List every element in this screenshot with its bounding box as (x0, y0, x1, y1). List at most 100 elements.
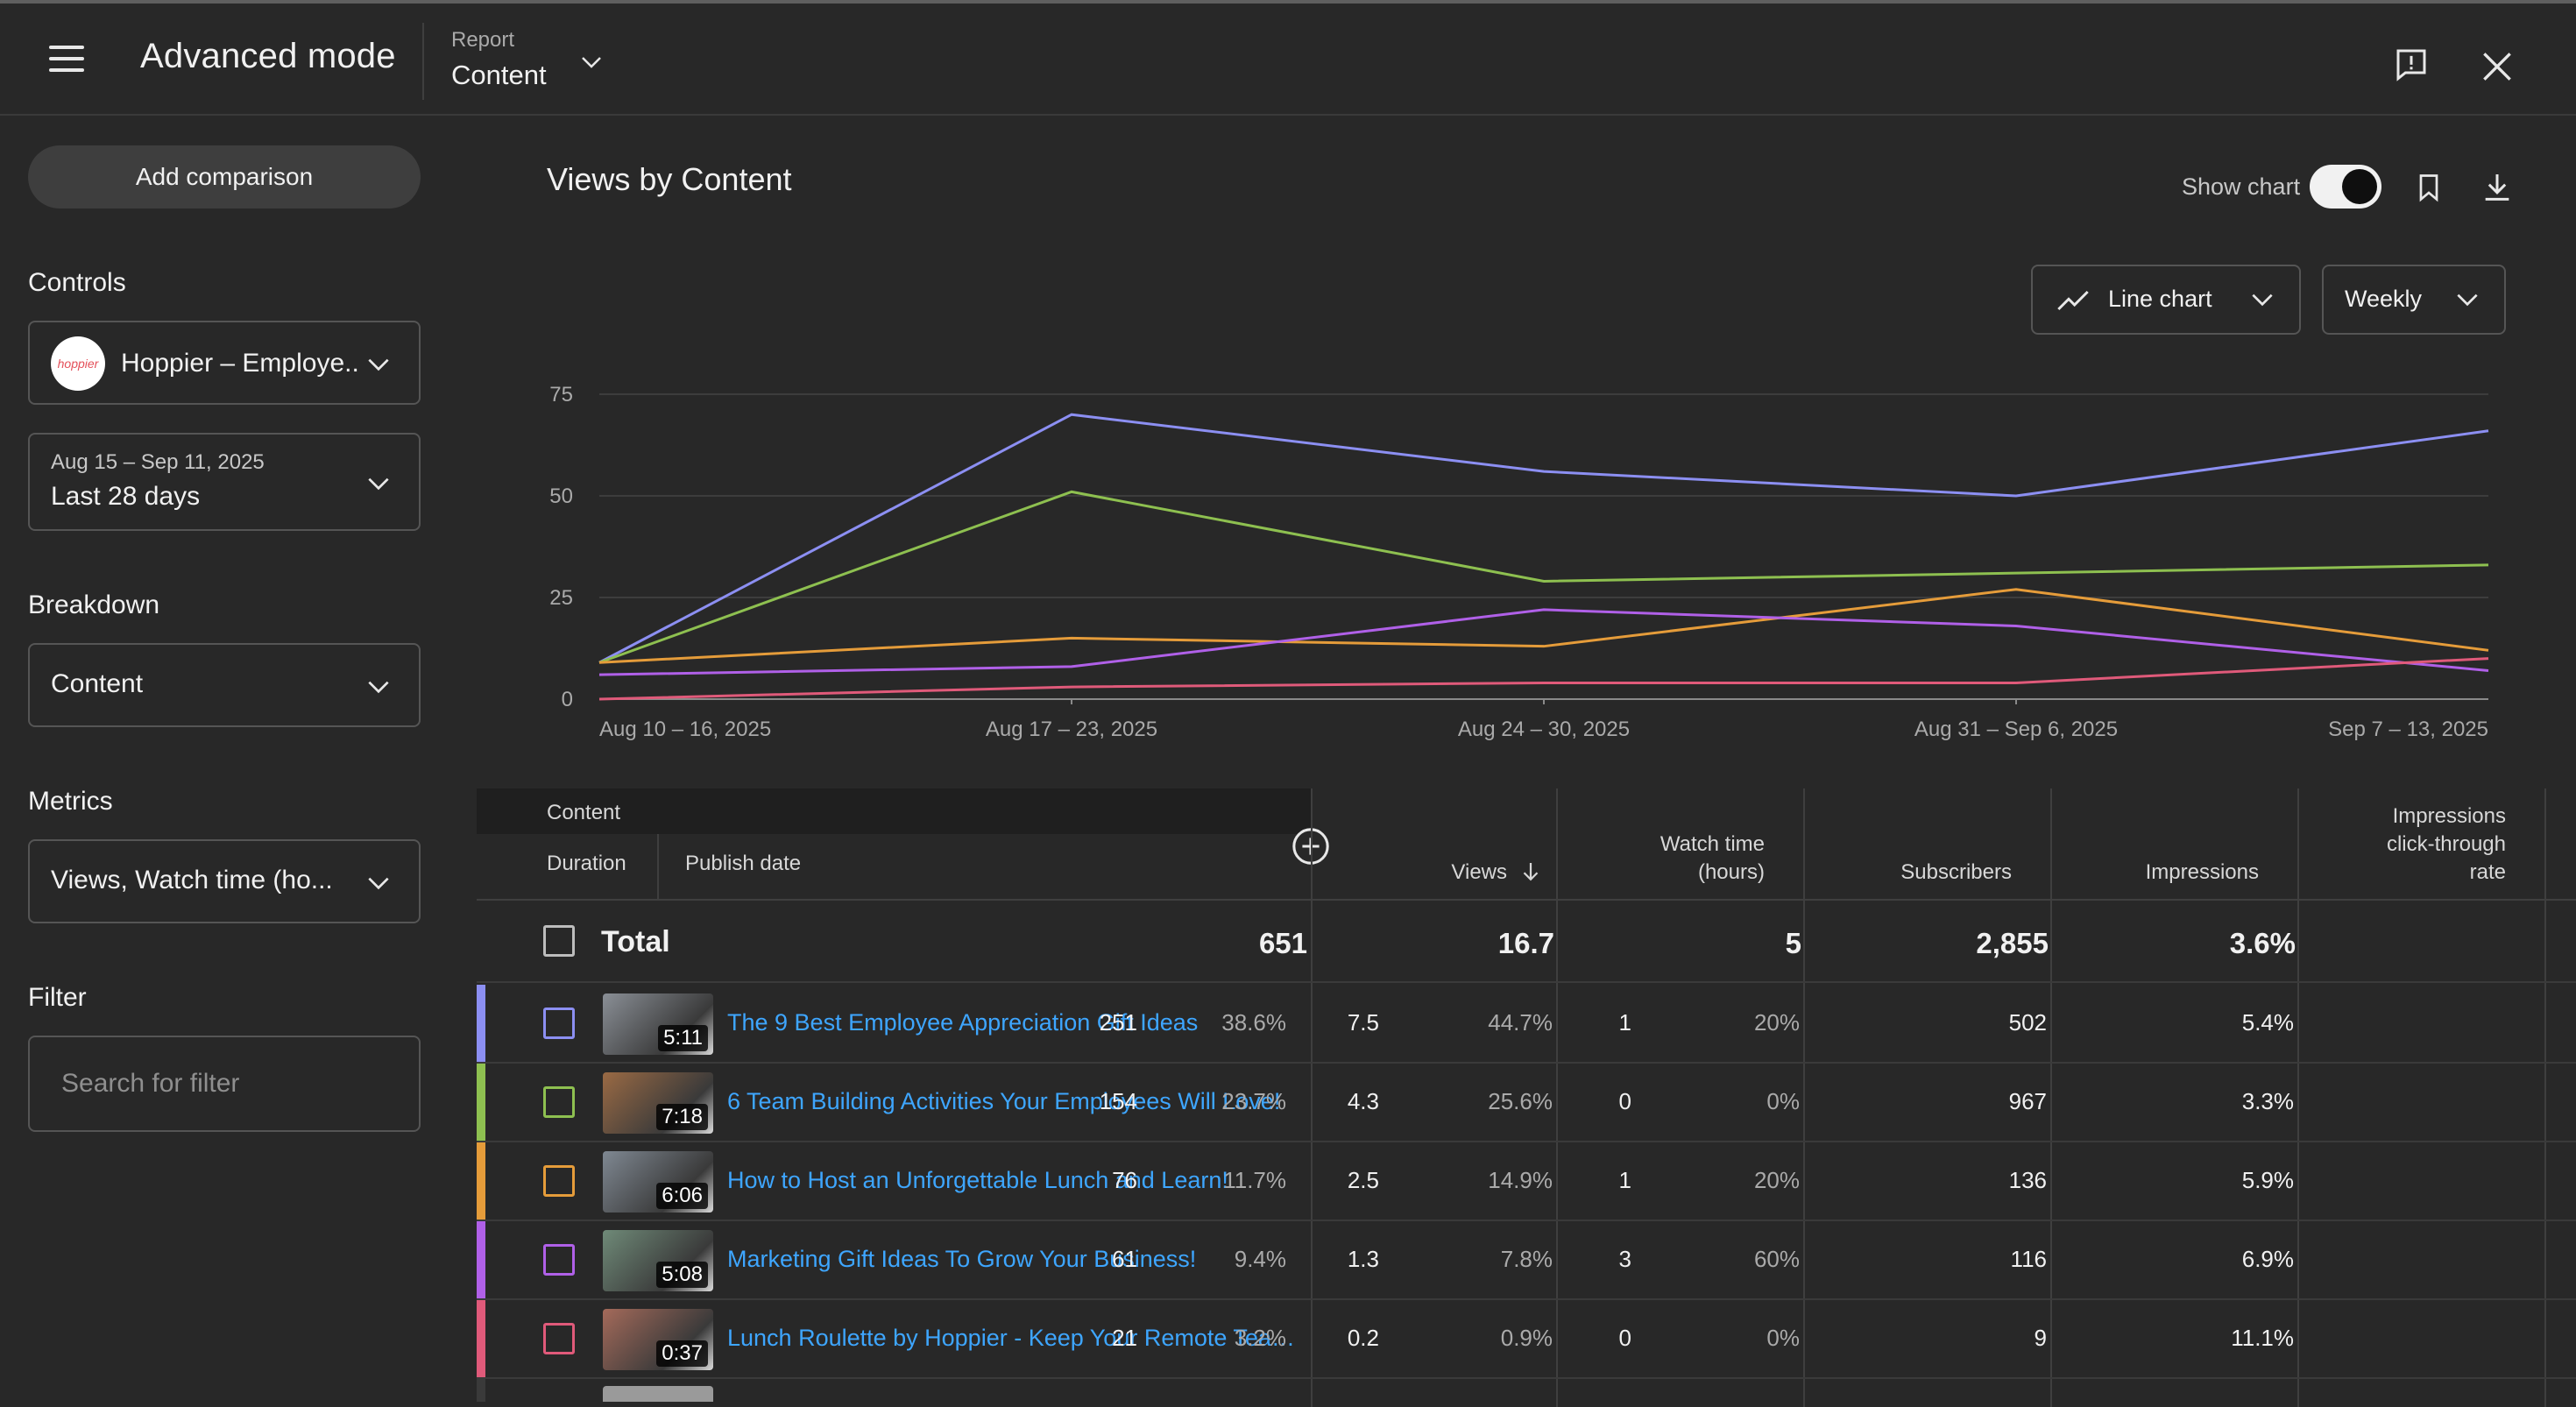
subscribers-value: 3 (1618, 1246, 1631, 1272)
video-title-link[interactable]: Marketing Gift Ideas To Grow Your Busine… (727, 1246, 1197, 1272)
column-divider (1556, 899, 1558, 1407)
video-thumbnail[interactable]: 6:06 (603, 1151, 713, 1213)
impressions-header-label: Impressions (2145, 860, 2259, 884)
column-header-publish-date[interactable]: Publish date (685, 852, 802, 875)
interval-dropdown[interactable]: Weekly (2322, 265, 2506, 335)
x-tick-label: Aug 10 – 16, 2025 (599, 718, 771, 741)
show-chart-label: Show chart (2182, 173, 2301, 200)
row-color-bar (477, 1142, 485, 1220)
subscribers-value: 1 (1618, 1009, 1631, 1036)
sort-descending-icon (1523, 863, 1539, 881)
column-header-impressions[interactable]: Impressions (2050, 788, 2297, 899)
series-line-4[interactable] (598, 608, 2489, 676)
column-header-content[interactable]: Content (547, 801, 621, 824)
ctr-value: 5.9% (2241, 1167, 2294, 1193)
feedback-icon[interactable] (2394, 46, 2429, 82)
total-views: 651 (1258, 927, 1307, 959)
chevron-down-icon (368, 877, 389, 890)
video-thumbnail[interactable]: 5:08 (603, 1230, 713, 1291)
video-duration: 5:08 (656, 1262, 708, 1288)
x-tick-label: Sep 7 – 13, 2025 (2328, 718, 2488, 741)
subscribers-value: 0 (1618, 1088, 1631, 1114)
video-thumbnail[interactable]: 0:37 (603, 1309, 713, 1370)
header-divider (657, 834, 659, 899)
total-checkbox[interactable] (543, 925, 575, 957)
row-color-bar (477, 1221, 485, 1298)
show-chart-toggle[interactable] (2310, 165, 2381, 209)
subscribers-percent: 0% (1766, 1325, 1800, 1351)
table-header-bar (477, 788, 1311, 834)
row-checkbox[interactable] (543, 1244, 575, 1276)
add-comparison-button[interactable]: Add comparison (28, 145, 421, 209)
metrics-label: Metrics (28, 787, 113, 816)
column-divider (2297, 899, 2299, 1407)
date-range-dates: Aug 15 – Sep 11, 2025 (51, 450, 265, 474)
row-checkbox[interactable] (543, 1008, 575, 1039)
column-header-duration[interactable]: Duration (547, 852, 626, 875)
watch-time-value: 1.3 (1347, 1246, 1379, 1272)
column-divider (1311, 899, 1313, 1407)
report-value: Content (451, 60, 547, 90)
bookmark-icon[interactable] (2413, 168, 2445, 207)
filter-label: Filter (28, 983, 87, 1012)
video-duration: 7:18 (656, 1104, 708, 1130)
interval-label: Weekly (2345, 286, 2423, 312)
column-header-subscribers[interactable]: Subscribers (1803, 788, 2050, 899)
subscribers-value: 0 (1618, 1325, 1631, 1351)
table-row: 7:18 6 Team Building Activities Your Empl… (477, 1064, 2576, 1142)
column-header-views[interactable]: Views (1311, 788, 1556, 899)
impressions-value: 9 (2034, 1325, 2047, 1351)
series-line-2[interactable] (598, 490, 2489, 664)
date-range-selector[interactable]: Aug 15 – Sep 11, 2025 Last 28 days (28, 433, 421, 531)
series-line-3[interactable] (598, 588, 2489, 664)
metrics-selector[interactable]: Views, Watch time (ho... (28, 839, 421, 923)
breakdown-value: Content (51, 669, 144, 698)
partial-row-thumbnail (603, 1386, 713, 1402)
menu-icon[interactable] (44, 40, 89, 79)
video-title-link[interactable]: How to Host an Unforgettable Lunch and L… (727, 1167, 1228, 1193)
breakdown-selector[interactable]: Content (28, 643, 421, 727)
row-color-bar (477, 1300, 485, 1377)
video-duration: 5:11 (658, 1025, 708, 1051)
row-checkbox[interactable] (543, 1086, 575, 1118)
video-thumbnail[interactable]: 7:18 (603, 1072, 713, 1134)
row-checkbox[interactable] (543, 1323, 575, 1354)
watch-time-value: 7.5 (1347, 1009, 1379, 1036)
views-value: 251 (1099, 1009, 1137, 1036)
row-checkbox[interactable] (543, 1165, 575, 1197)
column-header-ctr[interactable]: Impressions click-through rate (2297, 788, 2544, 899)
table-row: 5:08 Marketing Gift Ideas To Grow Your Bu… (477, 1221, 2576, 1300)
subscribers-percent: 60% (1753, 1246, 1800, 1272)
series-line-1[interactable] (598, 413, 2489, 664)
ctr-value: 5.4% (2241, 1009, 2294, 1036)
watch-time-value: 2.5 (1347, 1167, 1379, 1193)
date-range-label: Last 28 days (51, 482, 201, 511)
video-title-link[interactable]: 6 Team Building Activities Your Employee… (727, 1088, 1281, 1114)
chevron-down-icon (582, 57, 601, 68)
column-header-next (2544, 788, 2576, 899)
download-icon[interactable] (2480, 168, 2515, 207)
subscribers-percent: 20% (1753, 1009, 1800, 1036)
channel-name: Hoppier – Employe... (121, 349, 357, 378)
video-title-link[interactable]: Lunch Roulette by Hoppier - Keep Your Re… (727, 1325, 1306, 1351)
total-impressions: 2,855 (1976, 927, 2049, 959)
table-row: 6:06 How to Host an Unforgettable Lunch a… (477, 1142, 2576, 1221)
chevron-down-icon (368, 358, 389, 371)
channel-selector[interactable]: hoppier Hoppier – Employe... (28, 321, 421, 405)
column-header-watch-time[interactable]: Watch time (hours) (1556, 788, 1803, 899)
filter-search-input[interactable] (28, 1036, 421, 1132)
y-tick-label: 0 (562, 688, 573, 711)
views-value: 21 (1112, 1325, 1137, 1351)
chart-type-dropdown[interactable]: Line chart (2031, 265, 2301, 335)
video-title-link[interactable]: The 9 Best Employee Appreciation Gift Id… (727, 1009, 1199, 1036)
subscribers-percent: 20% (1753, 1167, 1800, 1193)
series-line-5[interactable] (598, 657, 2489, 701)
close-icon[interactable] (2478, 47, 2516, 86)
column-divider (2544, 899, 2546, 1407)
ctr-header-label: Impressions click-through rate (2387, 802, 2506, 887)
video-thumbnail[interactable]: 5:11 (603, 993, 713, 1055)
top-border (0, 0, 2576, 4)
chevron-down-icon (368, 477, 389, 491)
report-selector[interactable]: Report Content (451, 26, 609, 96)
views-value: 61 (1112, 1246, 1137, 1272)
